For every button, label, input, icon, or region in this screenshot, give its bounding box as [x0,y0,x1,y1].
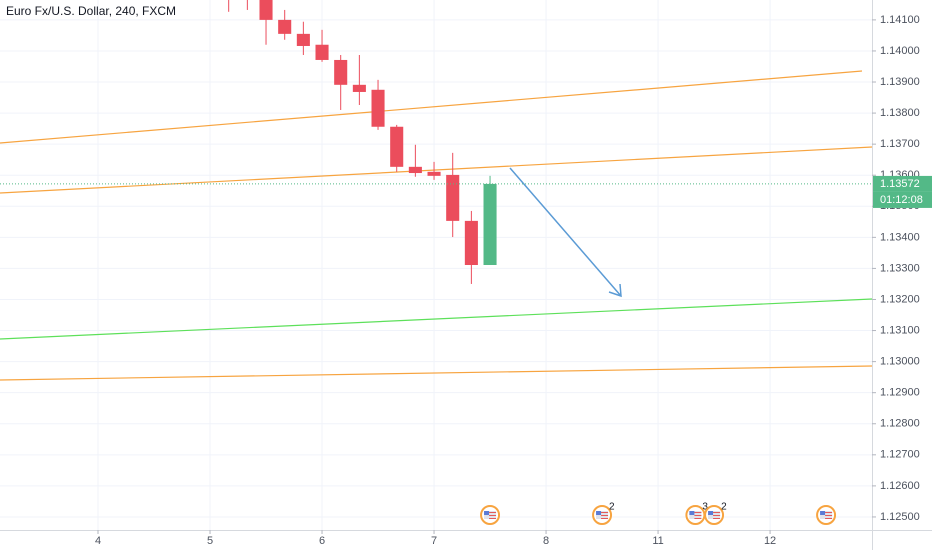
y-tick-label: 1.13000 [880,356,920,368]
x-tick-label: 6 [319,535,325,547]
grid [0,0,872,530]
event-flag-stripe [489,512,497,513]
candle-body [315,44,329,60]
trend-line [0,365,872,381]
event-flag-stripe [825,518,833,519]
event-flag-canton [484,511,490,515]
event-count: 3 [702,502,708,513]
x-tick-label: 11 [652,535,663,547]
arrow-head [608,283,622,298]
event-flag-stripe [694,512,702,513]
x-tick-label: 7 [431,535,437,547]
event-flag-canton [689,511,695,515]
y-tick-label: 1.13200 [880,293,920,305]
trend-line [0,298,872,340]
y-tick-label: 1.13300 [880,262,920,274]
y-tick-label: 1.14000 [880,45,920,57]
event-flag-canton [596,511,602,515]
event-flag-stripe [694,515,702,516]
y-tick-label: 1.13100 [880,324,920,336]
x-tick-label: 4 [95,535,101,547]
candle-body [390,126,404,167]
event-flag-stripe [489,518,497,519]
y-tick-label: 1.14100 [880,14,920,26]
x-tick-label: 8 [543,535,549,547]
candle-body [408,166,422,174]
y-tick-label: 1.13900 [880,76,920,88]
event-flag-stripe [489,515,497,516]
event-flag-stripe [713,512,721,513]
y-tick-label: 1.12700 [880,449,920,461]
axes: 1.141001.140001.139001.138001.137001.136… [95,14,932,547]
y-tick-label: 1.13700 [880,138,920,150]
event-flag-stripe [601,515,609,516]
event-flag-stripe [825,515,833,516]
event-flag-canton [708,511,714,515]
event-flag-stripe [601,512,609,513]
candle-body [371,89,385,127]
chart-title: Euro Fx/U.S. Dollar, 240, FXCM [6,4,176,18]
trend-line [0,70,863,144]
event-count: 2 [721,502,727,513]
candle-body [334,59,348,85]
candle-body [483,183,497,265]
countdown-label: 01:12:08 [880,194,923,206]
candle-body [296,33,310,46]
countdown-box [873,191,932,208]
event-flag-stripe [694,518,702,519]
x-tick-label: 12 [764,535,776,547]
last-price-box [873,175,932,192]
candle-body [278,19,292,34]
event-flag-stripe [601,518,609,519]
y-tick-label: 1.12500 [880,511,920,523]
event-flag-stripe [825,512,833,513]
y-tick-label: 1.12600 [880,480,920,492]
event-flag-stripe [713,515,721,516]
arrow [509,167,622,297]
event-flag-canton [820,511,826,515]
last-price-label: 1.13572 [880,178,920,190]
y-tick-label: 1.13400 [880,231,920,243]
x-tick-label: 5 [207,535,213,547]
candle-body [427,171,441,176]
y-tick-label: 1.12900 [880,387,920,399]
event-count: 2 [609,502,615,513]
candle-body [259,0,273,20]
trend-line [0,146,872,194]
y-tick-label: 1.12800 [880,418,920,430]
candle-body [352,84,366,92]
y-tick-label: 1.13800 [880,107,920,119]
candles: 2 3 2 [0,0,872,525]
candle-body [464,220,478,265]
drawings [0,70,872,381]
event-flag-stripe [713,518,721,519]
candle-body [446,174,460,221]
